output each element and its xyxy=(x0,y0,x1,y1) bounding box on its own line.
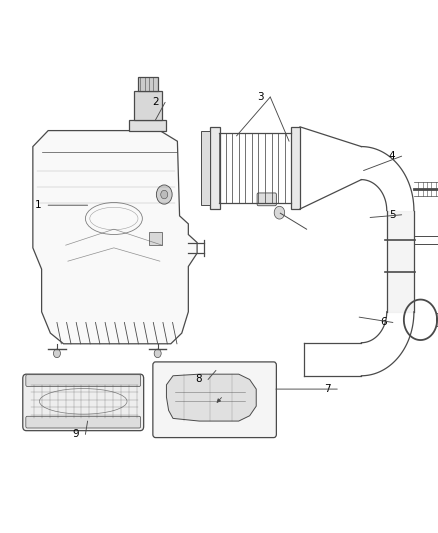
Circle shape xyxy=(161,190,168,199)
Text: 7: 7 xyxy=(324,384,331,394)
FancyBboxPatch shape xyxy=(26,416,141,428)
Bar xyxy=(436,313,438,326)
Text: 4: 4 xyxy=(389,151,396,161)
Bar xyxy=(210,127,220,209)
Bar xyxy=(138,77,158,91)
FancyBboxPatch shape xyxy=(26,375,141,386)
Text: 9: 9 xyxy=(72,430,79,439)
Polygon shape xyxy=(166,374,256,421)
Bar xyxy=(149,232,162,245)
FancyBboxPatch shape xyxy=(23,374,144,431)
Bar xyxy=(129,120,166,131)
Circle shape xyxy=(154,349,161,358)
Text: 3: 3 xyxy=(257,92,264,102)
Polygon shape xyxy=(33,131,197,344)
Text: 6: 6 xyxy=(380,318,387,327)
Circle shape xyxy=(274,206,285,219)
Bar xyxy=(291,127,300,209)
Text: 1: 1 xyxy=(35,200,42,210)
Text: 8: 8 xyxy=(195,375,202,384)
Circle shape xyxy=(53,349,60,358)
Bar xyxy=(201,131,210,205)
FancyBboxPatch shape xyxy=(153,362,276,438)
Text: 5: 5 xyxy=(389,210,396,220)
FancyBboxPatch shape xyxy=(257,193,276,206)
Text: 2: 2 xyxy=(152,98,159,107)
Bar xyxy=(134,91,162,120)
Circle shape xyxy=(156,185,172,204)
